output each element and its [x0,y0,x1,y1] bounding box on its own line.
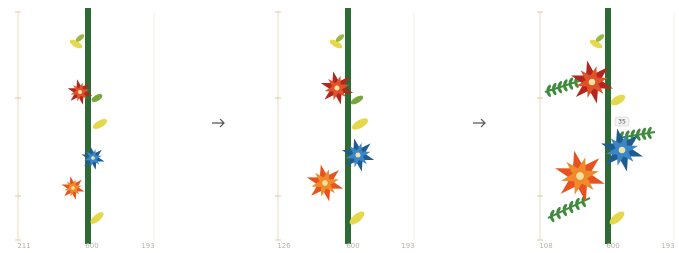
flower-center [322,180,328,186]
right-label: 193 [661,242,674,250]
left-label: 211 [17,242,30,250]
leaf [89,210,106,226]
left-label: 108 [539,242,552,250]
leaf [90,92,103,103]
left-label: 126 [277,242,291,250]
flower-center [619,147,626,154]
stem [605,8,611,244]
flower-center [576,172,584,180]
flower-center [91,156,95,160]
center-label: 600 [606,242,619,250]
center-label: 600 [346,242,359,250]
flower-center [355,152,360,157]
leaf [91,117,108,131]
right-label: 193 [141,242,154,250]
leaf [609,93,627,108]
center-label: 600 [85,242,98,250]
flower-center [78,90,82,94]
decoration [15,8,674,244]
right-label: 193 [401,242,414,250]
tag-label: 35 [618,119,626,126]
flower-center [589,79,596,86]
stem [345,8,351,244]
flower-center [334,85,339,90]
page: {"panels": [ {"left": "211", "center": "… [0,0,679,253]
leaf [350,116,370,132]
illustration: 211 600 193 126 600 193 108 600 193 35 [0,0,679,253]
flower-center [71,186,75,190]
leaf [349,94,364,106]
stem [85,8,91,244]
